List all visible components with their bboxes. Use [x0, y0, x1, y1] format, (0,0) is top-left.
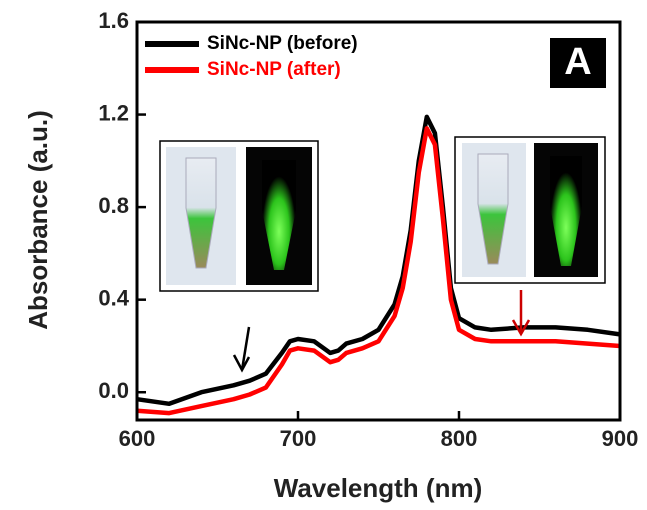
- arrow-red: [511, 290, 531, 337]
- x-tick-label: 700: [280, 426, 317, 451]
- legend-label: SiNc-NP (after): [207, 59, 341, 80]
- inset-left: [159, 140, 319, 292]
- x-tick-label: 800: [441, 426, 478, 451]
- series-line: [136, 126, 621, 416]
- legend-label: SiNc-NP (before): [207, 33, 358, 54]
- annotation: A: [564, 41, 591, 83]
- y-axis-title: Absorbance (a.u.): [23, 110, 53, 330]
- x-axis-title: Wavelength (nm): [274, 473, 482, 503]
- inset-right: [454, 136, 606, 284]
- arrow-black: [232, 326, 251, 373]
- y-tick-label: 1.2: [98, 100, 129, 125]
- x-tick-label: 900: [602, 426, 639, 451]
- y-tick-label: 0.4: [98, 285, 129, 310]
- annotation-box: [550, 38, 606, 88]
- plot-frame: [135, 20, 622, 422]
- y-tick-label: 0.0: [98, 378, 129, 403]
- y-tick-label: 1.6: [98, 8, 129, 33]
- y-tick-label: 0.8: [98, 193, 129, 218]
- x-tick-label: 600: [119, 426, 156, 451]
- series-line: [136, 114, 621, 407]
